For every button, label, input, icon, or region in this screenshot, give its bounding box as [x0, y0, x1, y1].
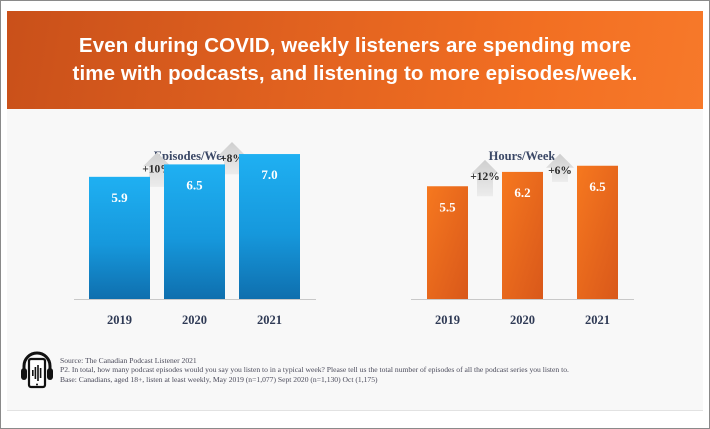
ep-change-label: +8%	[220, 153, 244, 165]
hr-category-label: 2021	[585, 313, 610, 327]
title-banner: Even during COVID, weekly listeners are …	[7, 11, 703, 109]
podcast-headphones-phone-icon	[21, 351, 53, 389]
ep-value-label: 6.5	[186, 177, 203, 192]
ep-value-label: 7.0	[261, 167, 277, 182]
slide-title-line-1: Even during COVID, weekly listeners are …	[78, 34, 632, 57]
hr-value-label: 6.2	[514, 185, 530, 200]
hr-category-label: 2019	[435, 313, 460, 327]
footer-question: P2. In total, how many podcast episodes …	[60, 365, 569, 375]
hours-chart-title: Hours/Week	[489, 149, 556, 163]
hr-value-label: 5.5	[439, 199, 456, 214]
hr-change-label: +6%	[548, 165, 572, 177]
ep-category-label: 2020	[182, 313, 207, 327]
hr-change-label: +12%	[470, 171, 500, 183]
ep-value-label: 5.9	[111, 190, 128, 205]
ep-bar-2019	[89, 176, 150, 299]
hr-bar-2020	[502, 171, 543, 299]
ep-bar-2021	[239, 154, 300, 299]
hr-bar-2019	[427, 186, 468, 299]
hr-bar-2021	[577, 165, 618, 299]
hr-category-label: 2020	[510, 313, 535, 327]
charts-area: Episodes/Week +10%+8% 5.96.57.0 2019 2020…	[74, 142, 634, 327]
hours-chart: Hours/Week +12% +6% 5.5 6.2 6.5 2019 2020 202…	[411, 149, 634, 327]
ep-bar-2020	[164, 164, 225, 299]
slide-title: Even during COVID, weekly listeners are …	[73, 32, 638, 88]
footer-text: Source: The Canadian Podcast Listener 20…	[60, 356, 569, 384]
ep-category-label: 2019	[107, 313, 132, 327]
hr-value-label: 6.5	[589, 179, 606, 194]
ep-category-label: 2021	[257, 313, 282, 327]
hr-up-arrow-icon	[471, 159, 499, 197]
slide: Even during COVID, weekly listeners are …	[7, 11, 703, 411]
episodes-chart-title: Episodes/Week	[154, 149, 235, 163]
episodes-chart: Episodes/Week +10%+8% 5.96.57.0 2019 2020…	[74, 142, 316, 327]
footer: Source: The Canadian Podcast Listener 20…	[0, 345, 710, 395]
hr-up-arrow-icon	[546, 153, 574, 182]
slide-title-line-2: time with podcasts, and listening to mor…	[72, 62, 638, 85]
footer-source: Source: The Canadian Podcast Listener 20…	[60, 356, 197, 365]
footer-base: Base: Canadians, aged 18+, listen at lea…	[60, 374, 378, 384]
